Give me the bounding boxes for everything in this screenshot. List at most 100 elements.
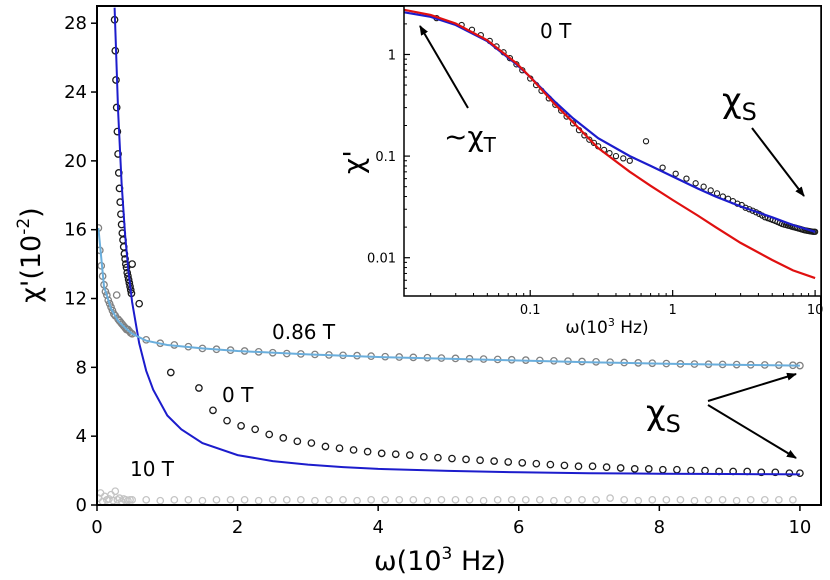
point-inset-0-t <box>590 139 598 147</box>
point-main-10-t <box>789 495 797 504</box>
point-main-10-t <box>690 496 699 505</box>
label-0T: 0 T <box>222 383 254 407</box>
point-inset-0-t <box>683 175 690 182</box>
point-main-0-t <box>335 444 344 453</box>
point-main-10-t <box>465 495 474 504</box>
point-main-10-t <box>662 495 671 504</box>
fit-line-main-0-86-t-fit <box>97 227 800 367</box>
point-main-10-t <box>409 495 418 504</box>
point-main-10-t <box>198 496 207 505</box>
point-main-0-t <box>166 368 175 377</box>
point-main-10-t <box>578 495 586 504</box>
point-inset-0-t <box>692 180 699 187</box>
point-inset-0-t <box>586 136 593 143</box>
point-main-10-t <box>634 496 643 505</box>
point-main-10-t <box>746 495 755 504</box>
point-main-10-t <box>184 495 193 504</box>
point-main-0-t <box>391 450 400 459</box>
point-inset-0-t <box>659 164 666 171</box>
point-inset-0-t <box>612 152 620 160</box>
point-inset-0-t <box>642 138 650 145</box>
point-main-10-t <box>718 495 727 504</box>
main-x-tick-label: 4 <box>372 517 383 538</box>
point-main-10-t <box>296 495 305 504</box>
point-main-10-t <box>606 494 614 502</box>
point-inset-0-t <box>707 187 714 194</box>
main-x-axis-title: ω(103 Hz) <box>374 544 506 577</box>
point-main-0-t <box>448 454 456 463</box>
point-main-10-t <box>111 487 120 496</box>
point-main-0-t <box>223 416 231 425</box>
point-main-0-t <box>265 430 274 439</box>
point-main-0-t <box>546 460 555 469</box>
main-y-tick-label: 20 <box>64 151 87 172</box>
label-10T: 10 T <box>130 457 175 481</box>
point-main-10-t <box>704 495 713 504</box>
point-main-0-t <box>785 469 794 478</box>
point-main-0-t <box>602 463 611 471</box>
point-inset-0-t <box>626 157 633 164</box>
main-plot-area <box>97 7 804 505</box>
point-main-0-86-t <box>110 310 118 318</box>
point-main-0-t <box>616 464 625 472</box>
inset-x-axis-title: ω(103 Hz) <box>565 316 648 338</box>
point-main-0-t <box>644 465 653 473</box>
point-main-0-t <box>135 299 144 308</box>
point-main-0-t <box>251 425 260 434</box>
point-main-10-t <box>620 495 629 504</box>
inset-x-tick-label: 10 <box>807 303 824 318</box>
inset-x-axis: 0.1 1 10 <box>430 290 824 318</box>
inset-y-tick-label: 0.01 <box>367 252 396 267</box>
point-main-10-t <box>240 495 249 504</box>
point-main-10-t <box>381 495 390 504</box>
point-main-0-t <box>321 442 330 451</box>
point-main-10-t <box>676 495 685 504</box>
point-main-10-t <box>774 495 783 504</box>
point-main-0-t <box>796 469 804 478</box>
chi-s-arrow-upper <box>707 372 797 402</box>
point-main-10-t <box>550 496 558 505</box>
point-main-0-t <box>405 451 414 459</box>
point-inset-0-t <box>563 113 570 120</box>
main-y-tick-label: 24 <box>64 82 87 103</box>
inset-x-tick-label: 1 <box>669 303 677 318</box>
point-main-10-t <box>564 495 572 504</box>
main-y-tick-label: 16 <box>64 220 87 241</box>
point-main-10-t <box>507 495 516 504</box>
fit-line-inset-red-fit <box>404 8 816 280</box>
point-main-0-t <box>462 455 470 464</box>
point-main-10-t <box>339 495 347 504</box>
point-main-10-t <box>311 496 319 505</box>
point-main-10-t <box>142 495 151 504</box>
inset-plot-area <box>404 8 819 280</box>
main-y-tick-label: 4 <box>76 426 87 447</box>
main-y-tick-label: 8 <box>76 357 87 378</box>
point-main-0-t <box>588 462 597 471</box>
inset-chart: 0.1 1 10 0.010.11 ω(103 Hz) χ' 0 T ~χT χS <box>337 5 824 338</box>
point-main-10-t <box>226 495 235 504</box>
point-main-10-t <box>212 495 221 504</box>
main-x-tick-label: 2 <box>232 517 243 538</box>
main-y-tick-label: 0 <box>76 495 87 516</box>
point-main-0-t <box>420 452 428 461</box>
point-main-0-t <box>307 439 316 447</box>
point-main-0-t <box>377 449 386 458</box>
point-main-0-t <box>237 421 245 430</box>
point-main-10-t <box>535 495 544 504</box>
point-main-10-t <box>282 495 291 504</box>
point-main-0-t <box>434 453 442 462</box>
inset-y-axis-title: χ' <box>337 150 370 174</box>
main-x-tick-label: 8 <box>654 517 665 538</box>
point-main-0-t <box>504 458 513 466</box>
point-main-0-t <box>476 456 484 465</box>
inset-title-0T: 0 T <box>540 19 572 43</box>
main-y-axis: 0 4 8 12 16 20 24 28 <box>64 13 97 516</box>
chi-t-arrow <box>419 25 469 109</box>
point-main-0-t <box>658 465 667 474</box>
label-0p86T: 0.86 T <box>272 320 336 344</box>
point-main-0-t <box>518 458 527 467</box>
point-main-10-t <box>353 496 361 505</box>
main-x-tick-label: 0 <box>91 517 102 538</box>
point-main-10-t <box>268 495 277 504</box>
